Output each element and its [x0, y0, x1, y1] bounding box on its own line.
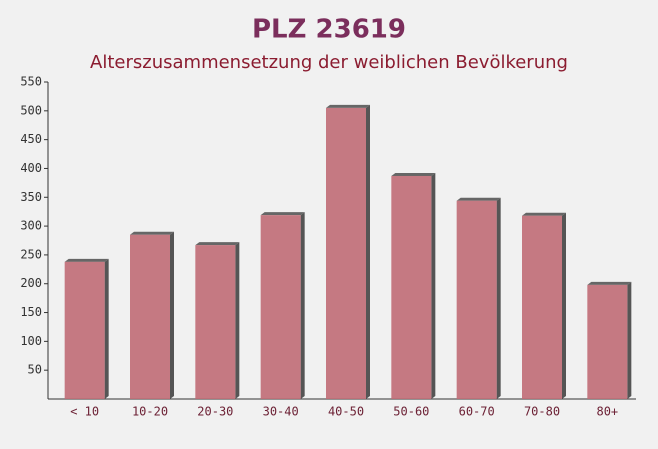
y-tick-label: 100	[20, 334, 42, 348]
y-tick-label: 150	[20, 305, 42, 319]
bar-side	[235, 242, 240, 399]
x-tick-label: 20-30	[197, 405, 233, 419]
x-tick-label: 10-20	[132, 405, 168, 419]
bar	[522, 215, 562, 399]
y-tick-label: 200	[20, 276, 42, 290]
bar-side	[300, 212, 305, 399]
bar-side	[627, 281, 632, 399]
bar	[391, 175, 432, 399]
bar-top	[326, 104, 370, 108]
bar-top	[195, 242, 240, 246]
bar-top	[587, 281, 632, 285]
bar	[587, 284, 628, 399]
bar-top	[130, 231, 174, 235]
bar-top	[260, 212, 305, 216]
x-tick-label: < 10	[70, 405, 99, 419]
y-tick-label: 500	[20, 103, 42, 117]
bar-side	[431, 172, 436, 399]
x-tick-label: 70-80	[524, 405, 560, 419]
y-tick-label: 250	[20, 247, 42, 261]
y-tick-label: 450	[20, 132, 42, 146]
chart-title: PLZ 23619	[252, 15, 406, 45]
bar-top	[456, 197, 501, 201]
y-tick-label: 50	[28, 363, 42, 377]
bar-side	[104, 258, 109, 399]
x-tick-label: 80+	[596, 405, 618, 419]
y-tick-label: 350	[20, 190, 42, 204]
y-tick-label: 550	[20, 75, 42, 89]
bar-side	[496, 197, 501, 399]
bar	[326, 107, 366, 399]
bar	[195, 245, 236, 399]
bar-side	[562, 212, 566, 399]
bar	[456, 200, 497, 399]
x-tick-label: 60-70	[459, 405, 495, 419]
y-tick-label: 300	[20, 219, 42, 233]
bar-side	[366, 104, 370, 399]
bar-side	[170, 231, 174, 399]
bar	[64, 261, 105, 399]
bar-top	[391, 172, 436, 176]
x-tick-label: 40-50	[328, 405, 364, 419]
bar-top	[64, 258, 109, 262]
bar-top	[522, 212, 566, 216]
bar	[130, 234, 170, 399]
x-tick-label: 30-40	[263, 405, 299, 419]
y-tick-label: 400	[20, 161, 42, 175]
bar	[260, 215, 301, 399]
x-tick-label: 50-60	[393, 405, 429, 419]
chart-subtitle: Alterszusammensetzung der weiblichen Bev…	[90, 52, 568, 73]
